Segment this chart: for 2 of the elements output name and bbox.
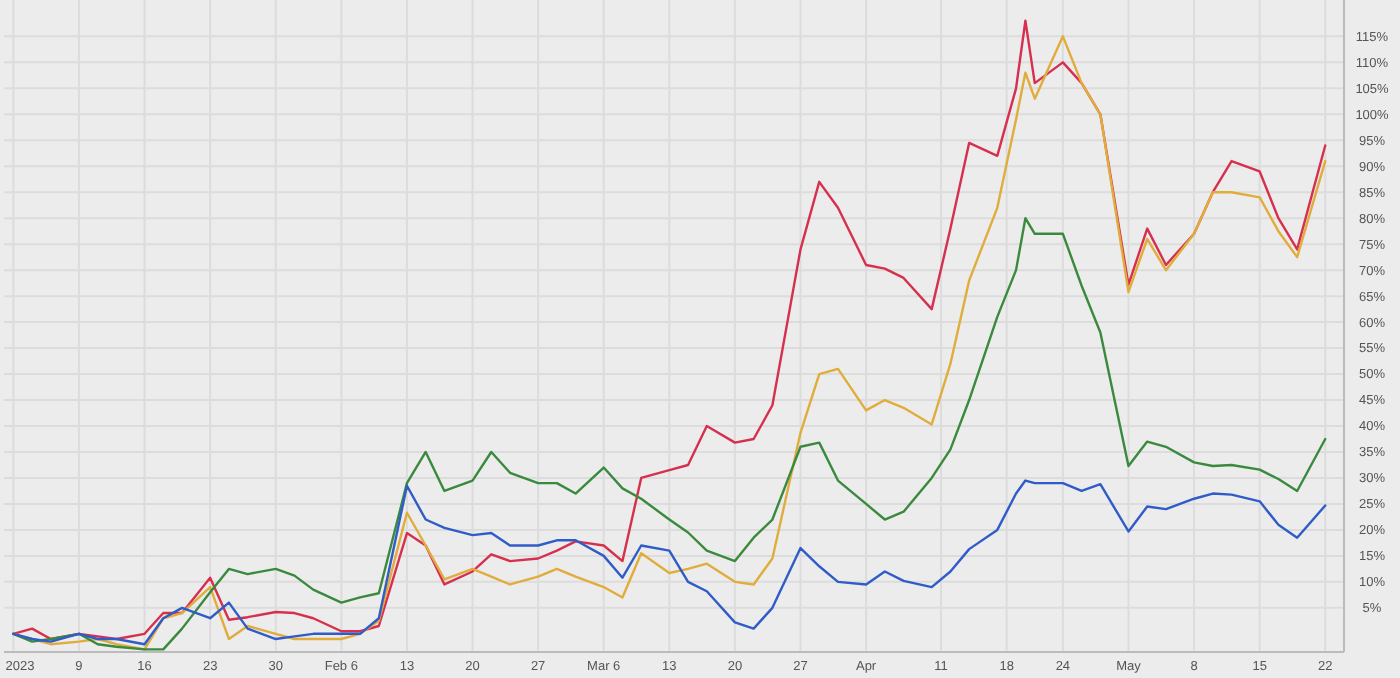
- line-series: [12, 217, 1327, 651]
- line-series: [12, 479, 1327, 646]
